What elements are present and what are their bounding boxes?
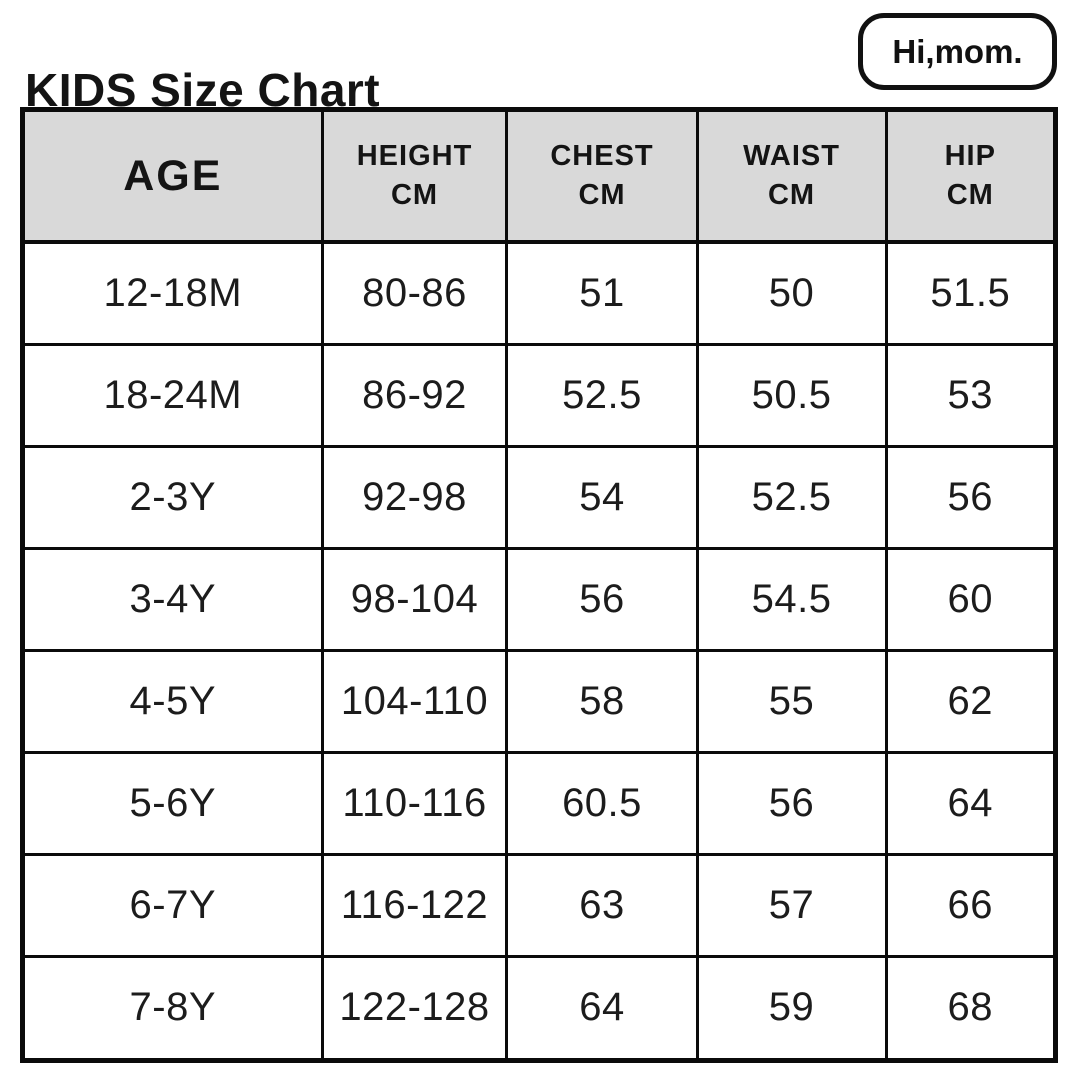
table-cell: 53 (884, 343, 1058, 449)
column-header-age: AGE (21, 108, 324, 244)
table-cell: 104-110 (320, 649, 509, 755)
table-row: 4-5Y 104-110 58 55 62 (21, 649, 1058, 755)
table-cell: 5-6Y (21, 751, 324, 856)
table-cell: 54.5 (695, 547, 888, 653)
table-cell: 57 (695, 853, 888, 958)
table-cell: 63 (505, 853, 699, 958)
table-cell: 58 (505, 649, 699, 755)
table-cell: 52.5 (695, 445, 888, 551)
table-cell: 64 (884, 751, 1058, 856)
table-cell: 12-18M (21, 240, 324, 347)
table-cell: 68 (884, 954, 1058, 1063)
table-cell: 56 (505, 547, 699, 653)
table-cell: 122-128 (320, 954, 509, 1063)
brand-logo: Hi,mom. (858, 13, 1057, 90)
table-cell: 56 (884, 445, 1058, 551)
column-header-label: CHEST (550, 139, 654, 172)
column-header-label: WAIST (743, 139, 840, 172)
table-cell: 51 (505, 240, 699, 347)
column-header-chest: CHEST CM (505, 108, 699, 244)
column-header-unit: CM (578, 179, 626, 211)
table-cell: 62 (884, 649, 1058, 755)
table-cell: 4-5Y (21, 649, 324, 755)
table-cell: 2-3Y (21, 445, 324, 551)
table-cell: 3-4Y (21, 547, 324, 653)
column-header-unit: CM (767, 179, 816, 211)
column-header-label: HIP (944, 139, 996, 172)
column-header-label: HEIGHT (356, 139, 473, 172)
table-cell: 92-98 (320, 445, 509, 551)
table-cell: 51.5 (884, 240, 1058, 347)
table-cell: 110-116 (320, 751, 509, 856)
table-cell: 18-24M (21, 343, 324, 449)
table-cell: 54 (505, 445, 699, 551)
column-header-unit: CM (390, 179, 439, 211)
table-header-row: AGE HEIGHT CM CHEST CM WAIST CM HIP C (21, 108, 1058, 244)
size-chart-table: AGE HEIGHT CM CHEST CM WAIST CM HIP C (20, 107, 1058, 1063)
table-cell: 98-104 (320, 547, 509, 653)
column-header-unit: CM (946, 179, 994, 211)
table-cell: 52.5 (505, 343, 699, 449)
table-cell: 55 (695, 649, 888, 755)
table-cell: 59 (695, 954, 888, 1063)
table-cell: 50 (695, 240, 888, 347)
table-row: 6-7Y 116-122 63 57 66 (21, 853, 1058, 958)
table-cell: 60 (884, 547, 1058, 653)
table-row: 12-18M 80-86 51 50 51.5 (21, 240, 1058, 347)
table-row: 7-8Y 122-128 64 59 68 (21, 954, 1058, 1063)
table-cell: 116-122 (320, 853, 509, 958)
table-cell: 7-8Y (21, 954, 324, 1063)
column-header-label: AGE (123, 151, 223, 200)
table-row: 5-6Y 110-116 60.5 56 64 (21, 751, 1058, 856)
column-header-hip: HIP CM (884, 108, 1058, 244)
table-cell: 56 (695, 751, 888, 856)
table-cell: 6-7Y (21, 853, 324, 958)
table-body: 12-18M 80-86 51 50 51.5 18-24M 86-92 52.5 50.5 53… (21, 240, 1058, 1063)
table-cell: 66 (884, 853, 1058, 958)
table-cell: 50.5 (695, 343, 888, 449)
brand-logo-text: Hi,mom. (892, 32, 1023, 70)
table-row: 18-24M 86-92 52.5 50.5 53 (21, 343, 1058, 449)
table-cell: 64 (505, 954, 699, 1063)
page-title: KIDS Size Chart (25, 63, 381, 116)
table-row: 2-3Y 92-98 54 52.5 56 (21, 445, 1058, 551)
column-header-height: HEIGHT CM (320, 108, 509, 244)
table-cell: 60.5 (505, 751, 699, 856)
table-row: 3-4Y 98-104 56 54.5 60 (21, 547, 1058, 653)
table-cell: 80-86 (320, 240, 509, 347)
table-cell: 86-92 (320, 343, 509, 449)
column-header-waist: WAIST CM (695, 108, 888, 244)
